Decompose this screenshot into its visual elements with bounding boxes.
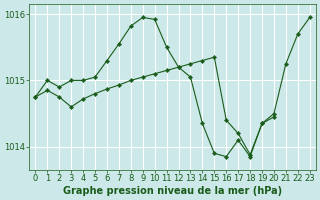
X-axis label: Graphe pression niveau de la mer (hPa): Graphe pression niveau de la mer (hPa) <box>63 186 282 196</box>
